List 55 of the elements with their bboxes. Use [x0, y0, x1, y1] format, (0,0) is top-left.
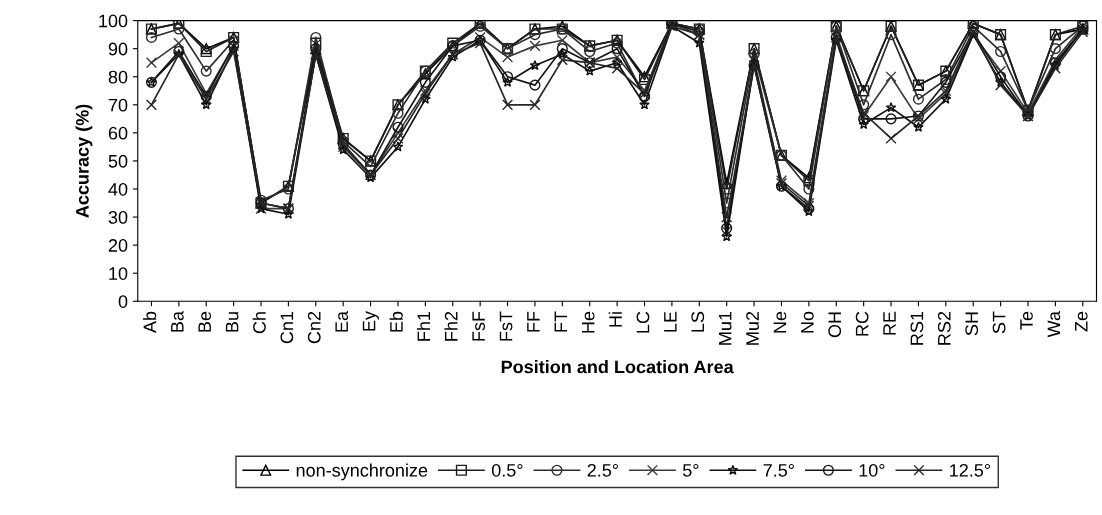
x-tick-label: RE — [883, 311, 896, 335]
x-tick-label: SH — [965, 312, 979, 336]
x-tick-label: Fh1 — [416, 311, 431, 341]
legend-label: 7.5° — [763, 463, 794, 477]
x-tick-label: FsF — [472, 311, 485, 341]
x-tick-label: RC — [855, 311, 869, 336]
x-tick-label: Cn2 — [307, 311, 321, 344]
x-tick-label: Cn1 — [280, 311, 294, 344]
x-tick-label: LC — [636, 311, 650, 333]
y-axis-title: Accuracy (%) — [75, 104, 93, 218]
x-tick-label: Te — [1020, 311, 1033, 330]
legend-label: 2.5° — [587, 463, 618, 477]
x-tick-label: Wa — [1047, 311, 1061, 338]
x-tick-label: No — [801, 311, 814, 333]
x-tick-label: Ba — [171, 311, 184, 332]
x-tick-label: Mu1 — [718, 311, 732, 345]
legend-label: 10° — [859, 463, 885, 477]
x-axis-title: Position and Location Area — [501, 360, 734, 374]
x-tick-label: Fh2 — [444, 311, 458, 341]
x-tick-label: ST — [992, 311, 1006, 334]
x-tick-label: RS1 — [910, 311, 924, 345]
x-tick-label: Ze — [1075, 311, 1088, 332]
y-tick-label: 60 — [108, 126, 128, 140]
x-tick-label: Mu2 — [746, 311, 759, 345]
x-tick-label: LE — [664, 311, 677, 332]
x-tick-label: Ne — [773, 311, 787, 333]
x-tick-label: Bu — [225, 312, 239, 332]
legend-label: 5° — [682, 463, 699, 477]
y-tick-label: 80 — [108, 70, 128, 84]
x-tick-label: OH — [828, 312, 842, 338]
x-tick-label: Hi — [608, 312, 622, 327]
legend-label: 0.5° — [491, 463, 523, 477]
x-tick-label: Be — [198, 311, 212, 332]
y-tick-label: 10 — [109, 267, 128, 280]
y-tick-label: 70 — [108, 98, 128, 112]
x-tick-label: Ch — [252, 312, 266, 334]
x-tick-label: RS2 — [937, 311, 951, 345]
x-tick-label: LS — [691, 311, 705, 332]
x-tick-label: Ea — [335, 311, 349, 332]
y-tick-label: 0 — [118, 295, 128, 308]
x-tick-label: Ey — [362, 311, 379, 331]
y-tick-label: 50 — [108, 154, 128, 168]
x-tick-label: Ab — [143, 311, 157, 334]
y-tick-label: 30 — [108, 211, 128, 224]
x-tick-label: Eb — [389, 311, 403, 332]
x-tick-label: FT — [554, 311, 567, 332]
x-tick-label: FsT — [499, 311, 513, 341]
y-tick-label: 90 — [108, 42, 128, 56]
x-tick-label: FF — [527, 311, 540, 332]
y-tick-label: 20 — [108, 239, 128, 252]
legend-label: 12.5° — [950, 463, 990, 477]
legend-label: non-synchronize — [296, 463, 428, 481]
x-tick-label: He — [581, 311, 595, 333]
y-tick-label: 100 — [99, 14, 128, 28]
y-tick-label: 40 — [108, 182, 128, 196]
